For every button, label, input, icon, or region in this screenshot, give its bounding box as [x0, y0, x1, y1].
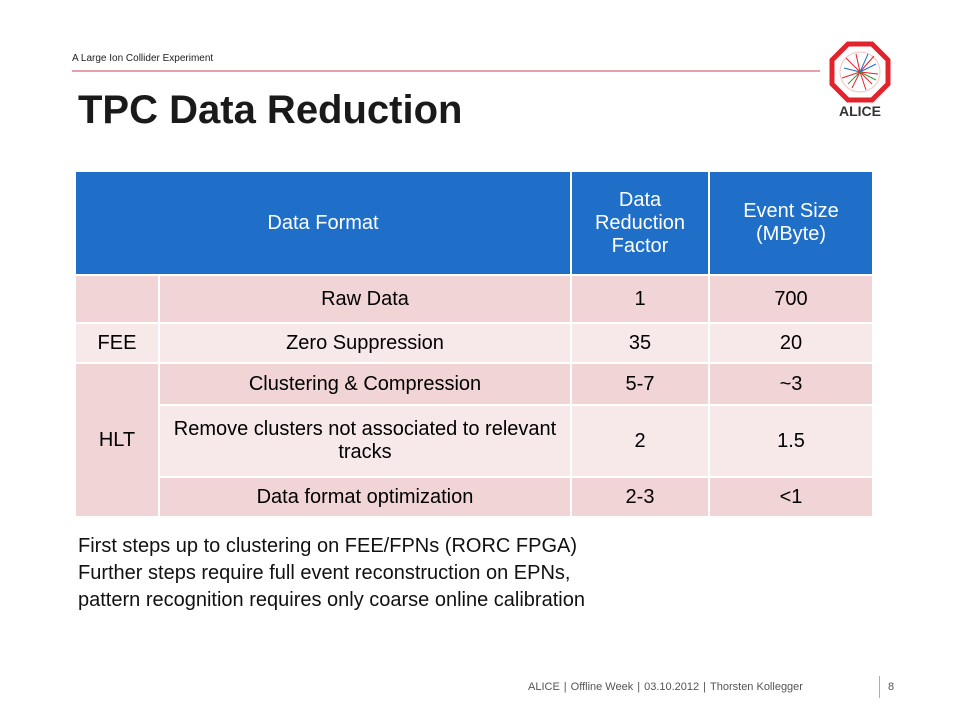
note-line: Further steps require full event reconst…: [78, 562, 571, 584]
row-factor: 1: [570, 274, 710, 324]
header-reduction-factor: Data Reduction Factor: [570, 170, 710, 276]
page-number: 8: [888, 681, 895, 693]
table-row: Remove clusters not associated to releva…: [75, 404, 874, 478]
table-row: Data format optimization 2-3 <1: [75, 476, 874, 518]
logo-octagon: [829, 41, 891, 103]
footer: ALICE | Offline Week | 03.10.2012 | Thorsten K…: [528, 681, 803, 693]
row-size: 1.5: [708, 404, 874, 478]
footer-date: 03.10.2012: [644, 681, 700, 693]
row-format: Zero Suppression: [158, 322, 572, 364]
table-row: HLT Clustering & Compression 5-7 ~3: [74, 362, 874, 518]
header-tagline: A Large Ion Collider Experiment: [72, 53, 214, 64]
row-factor: 2-3: [570, 476, 710, 518]
table-row: FEE Zero Suppression 35 20: [74, 322, 874, 364]
row-size: ~3: [708, 362, 874, 406]
data-reduction-table: Data Format Data Reduction Factor Event …: [74, 170, 874, 518]
row-format: Raw Data: [158, 274, 572, 324]
footer-event: Offline Week: [570, 681, 634, 693]
header-event-size: Event Size (MByte): [708, 170, 874, 276]
table-row: Raw Data 1 700: [74, 274, 874, 324]
row-size: 700: [708, 274, 874, 324]
row-group: [74, 274, 160, 324]
header-data-format: Data Format: [74, 170, 572, 276]
row-group: HLT: [74, 362, 160, 518]
row-format: Clustering & Compression: [158, 362, 572, 406]
footer-experiment: ALICE: [528, 681, 560, 693]
note-line: pattern recognition requires only coarse…: [78, 589, 585, 611]
header-divider: [72, 70, 820, 72]
row-factor: 35: [570, 322, 710, 364]
note-line: First steps up to clustering on FEE/FPNs…: [78, 535, 578, 557]
row-group: FEE: [74, 322, 160, 364]
page-title: TPC Data Reduction: [78, 88, 463, 132]
logo-burst-lines: [841, 53, 879, 91]
table-header-row: Data Format Data Reduction Factor Event …: [74, 170, 874, 276]
logo-burst-accent: [843, 53, 877, 73]
row-factor: 2: [570, 404, 710, 478]
alice-logo: ALICE: [829, 41, 891, 119]
footer-author: Thorsten Kollegger: [710, 681, 803, 693]
row-factor: 5-7: [570, 362, 710, 406]
logo-burst-green: [847, 71, 877, 85]
notes-block: First steps up to clustering on FEE/FPNs…: [78, 533, 585, 614]
row-format: Remove clusters not associated to releva…: [158, 404, 572, 478]
row-size: <1: [708, 476, 874, 518]
row-size: 20: [708, 322, 874, 364]
footer-divider: [879, 676, 880, 698]
row-format: Data format optimization: [158, 476, 572, 518]
logo-wordmark: ALICE: [839, 103, 881, 119]
